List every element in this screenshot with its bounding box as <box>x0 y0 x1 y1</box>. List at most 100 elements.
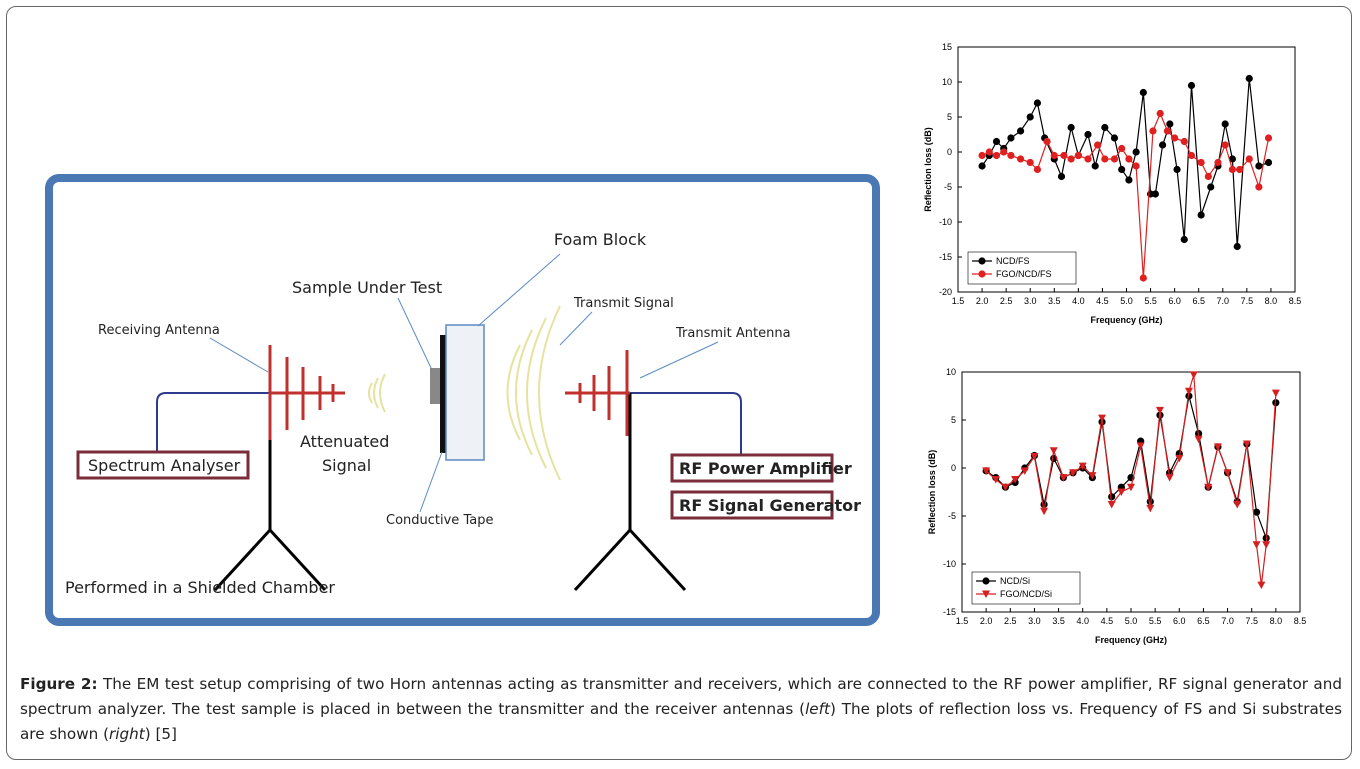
y-tick-label: 10 <box>946 367 956 377</box>
point <box>1146 505 1154 513</box>
point <box>1149 127 1156 134</box>
x-tick-label: 4.5 <box>1101 616 1114 626</box>
point <box>1157 110 1164 117</box>
point <box>1058 173 1065 180</box>
point <box>1125 176 1132 183</box>
point <box>1246 155 1253 162</box>
y-tick-label: 15 <box>942 42 952 52</box>
point <box>1094 141 1101 148</box>
series-line <box>986 396 1276 538</box>
point <box>1137 442 1145 450</box>
x-tick-label: 8.0 <box>1270 616 1283 626</box>
y-tick-label: -5 <box>944 182 952 192</box>
label: Conductive Tape <box>386 513 493 528</box>
point <box>993 152 1000 159</box>
point <box>1205 173 1212 180</box>
x-tick-label: 3.5 <box>1052 616 1065 626</box>
caption-text: left <box>805 700 830 718</box>
legend-label: FGO/NCD/Si <box>1000 589 1052 599</box>
point <box>1084 155 1091 162</box>
x-tick-label: 8.0 <box>1265 296 1278 306</box>
conductive-tape <box>440 335 446 453</box>
x-tick-label: 3.0 <box>1028 616 1041 626</box>
point <box>1034 166 1041 173</box>
point <box>1140 89 1147 96</box>
point <box>1108 501 1116 509</box>
series-line <box>982 79 1268 247</box>
point <box>993 138 1000 145</box>
label: Transmit Signal <box>573 296 674 311</box>
legend-label: NCD/FS <box>996 256 1030 266</box>
point <box>1075 152 1082 159</box>
point <box>1233 501 1241 509</box>
x-tick-label: 6.0 <box>1168 296 1181 306</box>
label: RF Signal Generator <box>679 496 861 515</box>
point <box>1101 155 1108 162</box>
point <box>978 257 985 264</box>
x-tick-label: 2.5 <box>1000 296 1013 306</box>
point <box>978 162 985 169</box>
point <box>1084 131 1091 138</box>
point <box>1017 155 1024 162</box>
y-tick-label: -15 <box>939 252 952 262</box>
label: RF Power Amplifier <box>679 459 852 478</box>
caption-text: ) [5] <box>145 725 177 743</box>
y-tick-label: 0 <box>951 463 956 473</box>
point <box>1255 162 1262 169</box>
point <box>1050 447 1058 455</box>
label: Signal <box>322 456 371 475</box>
x-tick-label: 6.5 <box>1192 296 1205 306</box>
figure: Foam Block Sample Under Test Transmit Si… <box>0 0 1360 769</box>
point <box>1257 582 1265 590</box>
x-tick-label: 6.5 <box>1197 616 1210 626</box>
y-tick-label: -10 <box>943 559 956 569</box>
label: Spectrum Analyser <box>88 456 241 475</box>
y-tick-label: 5 <box>951 415 956 425</box>
label: Sample Under Test <box>292 278 442 297</box>
label: Foam Block <box>554 230 647 249</box>
label: Performed in a Shielded Chamber <box>65 578 335 597</box>
point <box>1229 166 1236 173</box>
point <box>1166 474 1174 482</box>
point <box>1188 82 1195 89</box>
point <box>1000 148 1007 155</box>
point <box>1272 390 1280 398</box>
point <box>978 152 985 159</box>
x-axis-title: Frequency (GHz) <box>1095 635 1167 645</box>
point <box>1133 148 1140 155</box>
point <box>1125 155 1132 162</box>
y-tick-label: -15 <box>943 607 956 617</box>
x-tick-label: 8.5 <box>1289 296 1302 306</box>
x-tick-label: 1.5 <box>956 616 969 626</box>
point <box>1111 134 1118 141</box>
x-tick-label: 5.0 <box>1120 296 1133 306</box>
point <box>1007 152 1014 159</box>
point <box>1262 541 1270 549</box>
legend-label: FGO/NCD/FS <box>996 269 1052 279</box>
x-tick-label: 4.0 <box>1072 296 1085 306</box>
point <box>1198 159 1205 166</box>
point <box>1043 138 1050 145</box>
y-tick-label: 0 <box>947 147 952 157</box>
point <box>1027 159 1034 166</box>
point <box>1188 152 1195 159</box>
point <box>1007 134 1014 141</box>
chart: 1.52.02.53.03.54.04.55.05.56.06.57.07.58… <box>923 42 1301 325</box>
point <box>1060 152 1067 159</box>
point <box>1118 145 1125 152</box>
y-axis-title: Reflection loss (dB) <box>923 127 933 212</box>
point <box>1207 183 1214 190</box>
diagram: Foam Block Sample Under Test Transmit Si… <box>49 178 876 622</box>
chart: 1.52.02.53.03.54.04.55.05.56.06.57.07.58… <box>927 367 1306 645</box>
point <box>1027 113 1034 120</box>
x-tick-label: 7.5 <box>1241 296 1254 306</box>
point <box>1127 484 1135 492</box>
x-tick-label: 5.5 <box>1149 616 1162 626</box>
point <box>1222 141 1229 148</box>
x-tick-label: 1.5 <box>952 296 965 306</box>
point <box>1181 236 1188 243</box>
point <box>1171 134 1178 141</box>
x-tick-label: 6.0 <box>1173 616 1186 626</box>
page: Foam Block Sample Under Test Transmit Si… <box>0 0 1360 769</box>
point <box>1164 127 1171 134</box>
